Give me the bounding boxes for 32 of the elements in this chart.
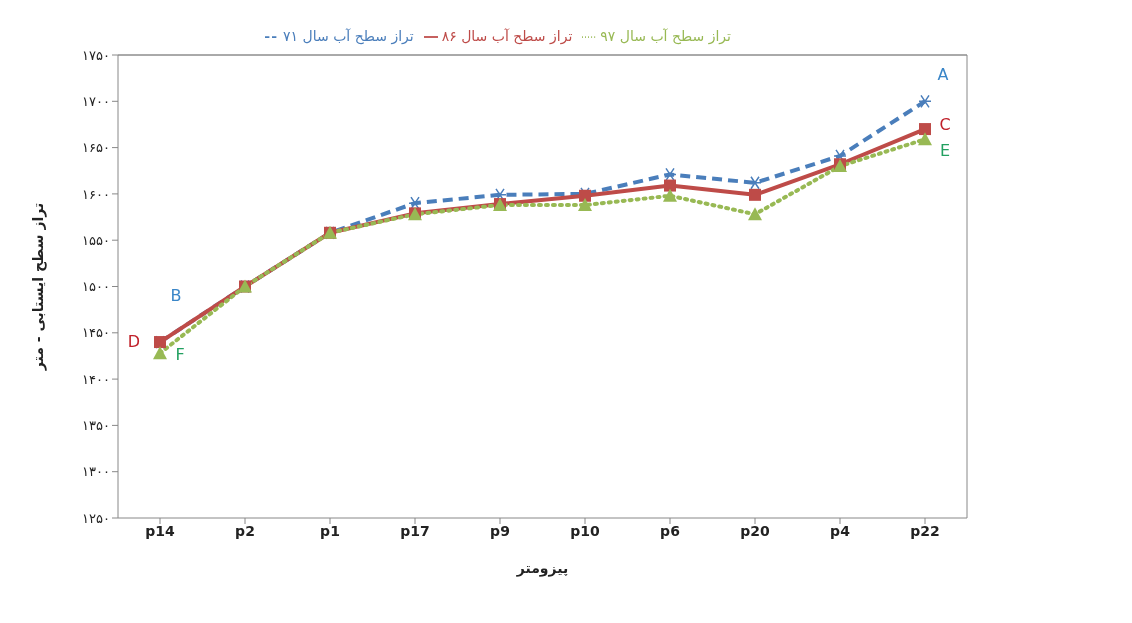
annotation: B <box>170 285 182 305</box>
annotation: C <box>939 114 951 134</box>
y-tick-label: ۱۴۰۰ <box>82 371 110 387</box>
x-tick-label: p4 <box>830 522 851 539</box>
x-tick-label: p20 <box>740 522 770 539</box>
y-tick-label: ۱۴۵۰ <box>82 325 110 341</box>
annotation: D <box>127 331 141 351</box>
y-tick-label: ۱۶۵۰ <box>82 140 110 156</box>
y-tick-label: ۱۷۵۰ <box>82 47 110 63</box>
y-tick-label: ۱۷۰۰ <box>82 93 110 109</box>
x-tick-label: p9 <box>490 522 510 539</box>
x-tick-label: p22 <box>910 522 940 539</box>
y-tick-label: ۱۶۰۰ <box>82 186 110 202</box>
y-tick-label: ۱۲۵۰ <box>82 510 110 526</box>
legend-label: تراز سطح آب سال ۹۷ <box>600 28 731 44</box>
x-tick-label: p2 <box>235 522 255 539</box>
x-tick-label: p17 <box>400 522 430 539</box>
x-tick-label: p14 <box>145 522 175 539</box>
y-tick-label: ۱۵۰۰ <box>82 279 110 295</box>
annotation: E <box>939 140 951 160</box>
x-tick-label: p1 <box>320 522 340 539</box>
legend-label: تراز سطح آب سال ۸۶ <box>441 28 573 44</box>
y-tick-label: ۱۳۰۰ <box>82 464 110 480</box>
annotation: F <box>175 344 185 364</box>
y-tick-label: ۱۵۵۰ <box>82 232 110 248</box>
y-axis-title: تراز سطح ایستابی - متر <box>29 202 47 372</box>
x-tick-label: p6 <box>660 522 680 539</box>
y-tick-label: ۱۳۵۰ <box>82 418 110 434</box>
legend-label: تراز سطح آب سال ۷۱ <box>283 28 414 44</box>
x-axis-title: پیزومتر <box>515 560 569 577</box>
x-tick-label: p10 <box>570 522 600 539</box>
annotation: A <box>937 64 949 84</box>
